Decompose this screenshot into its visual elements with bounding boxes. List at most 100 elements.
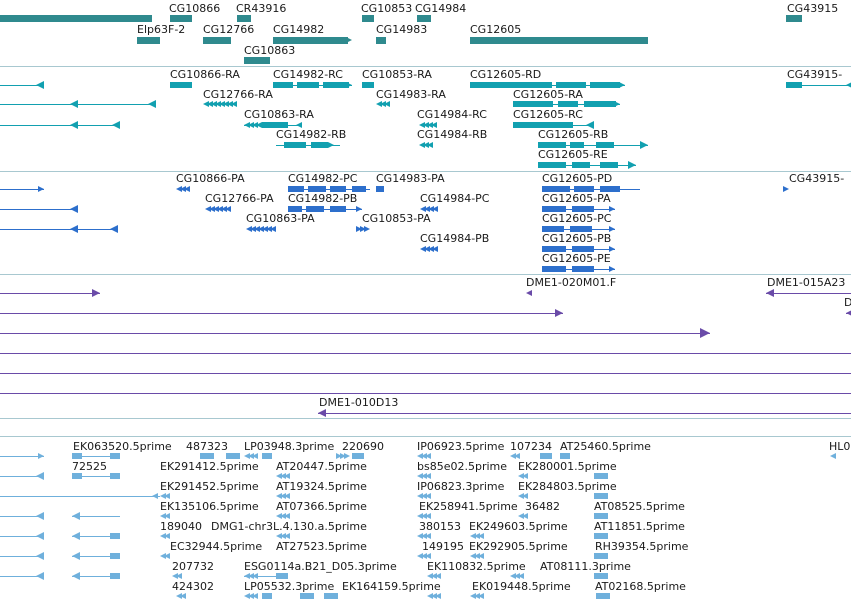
exon-block[interactable] [276, 573, 288, 579]
exon-block[interactable] [308, 186, 326, 192]
exon-block[interactable] [594, 573, 608, 579]
exon-block[interactable] [273, 82, 293, 88]
gene-block[interactable] [203, 37, 231, 44]
exon-block[interactable] [596, 142, 614, 148]
feature-label: CG14984-PC [420, 192, 490, 205]
left-arrow-icon [428, 206, 434, 212]
gene-block[interactable] [170, 15, 192, 22]
left-arrow-icon [470, 553, 476, 559]
exon-block[interactable] [72, 473, 82, 479]
gene-block[interactable] [0, 15, 152, 22]
exon-block[interactable] [594, 553, 608, 559]
left-arrow-icon [209, 206, 215, 212]
exon-block[interactable] [572, 206, 594, 212]
gene-block[interactable] [786, 15, 802, 22]
left-arrow-icon [112, 121, 120, 129]
left-arrow-icon [830, 453, 836, 459]
exon-block[interactable] [262, 453, 272, 459]
left-arrow-icon [72, 552, 80, 560]
exon-block[interactable] [110, 553, 120, 559]
exon-block[interactable] [200, 453, 214, 459]
exon-block[interactable] [538, 142, 566, 148]
exon-block[interactable] [538, 162, 566, 168]
exon-block[interactable] [558, 101, 578, 107]
exon-block[interactable] [594, 513, 608, 519]
gene-block[interactable] [417, 15, 431, 22]
left-arrow-icon [526, 290, 532, 296]
exon-block[interactable] [297, 82, 319, 88]
left-arrow-icon [280, 493, 286, 499]
exon-block[interactable] [110, 453, 120, 459]
exon-block[interactable] [110, 533, 120, 539]
gene-block[interactable] [244, 57, 270, 64]
exon-block[interactable] [324, 593, 338, 599]
left-arrow-icon [223, 101, 229, 107]
exon-block[interactable] [594, 473, 608, 479]
exon-block[interactable] [110, 473, 120, 479]
feature-label: EC32944.5prime [170, 540, 262, 553]
feature-label: CG14982-RB [276, 128, 346, 141]
exon-block[interactable] [352, 453, 364, 459]
exon-block[interactable] [542, 266, 566, 272]
exon-block[interactable] [542, 226, 564, 232]
left-arrow-icon [176, 186, 182, 192]
exon-block[interactable] [570, 226, 592, 232]
gene-block[interactable] [362, 15, 374, 22]
exon-block[interactable] [556, 82, 586, 88]
exon-block[interactable] [594, 493, 608, 499]
exon-block[interactable] [110, 573, 120, 579]
exon-block[interactable] [572, 162, 590, 168]
exon-block[interactable] [311, 142, 328, 148]
exon-block[interactable] [72, 453, 82, 459]
exon-block[interactable] [330, 186, 346, 192]
exon-block[interactable] [572, 246, 594, 252]
feature-label: EK280001.5prime [518, 460, 617, 473]
exon-block[interactable] [470, 82, 552, 88]
gene-block[interactable] [237, 15, 251, 22]
exon-block[interactable] [594, 533, 608, 539]
exon-block[interactable] [560, 453, 570, 459]
gene-block[interactable] [273, 37, 348, 44]
feature-label: CG12605-PA [542, 192, 611, 205]
exon-block[interactable] [513, 101, 553, 107]
exon-block[interactable] [596, 593, 610, 599]
exon-block[interactable] [584, 101, 616, 107]
left-arrow-icon [270, 226, 276, 232]
exon-block[interactable] [330, 206, 346, 212]
exon-block[interactable] [540, 453, 552, 459]
left-arrow-icon [180, 593, 186, 599]
exon-block[interactable] [300, 593, 314, 599]
exon-block[interactable] [542, 186, 570, 192]
gene-block[interactable] [376, 37, 386, 44]
left-arrow-icon [425, 473, 431, 479]
exon-block[interactable] [226, 453, 240, 459]
exon-block[interactable] [600, 186, 620, 192]
exon-block[interactable] [170, 82, 192, 88]
left-arrow-icon [421, 533, 427, 539]
exon-block[interactable] [323, 82, 349, 88]
exon-block[interactable] [600, 162, 618, 168]
exon-block[interactable] [542, 246, 566, 252]
exon-block[interactable] [306, 206, 324, 212]
exon-block[interactable] [352, 186, 366, 192]
exon-block[interactable] [513, 122, 573, 128]
left-arrow-icon [72, 532, 80, 540]
feature-label: CG14984-RB [417, 128, 487, 141]
exon-block[interactable] [572, 266, 594, 272]
exon-block[interactable] [574, 186, 594, 192]
gene-block[interactable] [470, 37, 648, 44]
gene-block[interactable] [137, 37, 160, 44]
exon-block[interactable] [262, 122, 288, 128]
exon-block[interactable] [590, 82, 620, 88]
left-arrow-icon [258, 226, 264, 232]
left-arrow-icon [172, 573, 178, 579]
exon-block[interactable] [542, 206, 566, 212]
exon-block[interactable] [262, 593, 272, 599]
exon-block[interactable] [288, 206, 302, 212]
exon-block[interactable] [786, 82, 802, 88]
exon-block[interactable] [376, 186, 384, 192]
exon-block[interactable] [284, 142, 306, 148]
left-arrow-icon [72, 572, 80, 580]
exon-block[interactable] [288, 186, 304, 192]
exon-block[interactable] [570, 142, 584, 148]
